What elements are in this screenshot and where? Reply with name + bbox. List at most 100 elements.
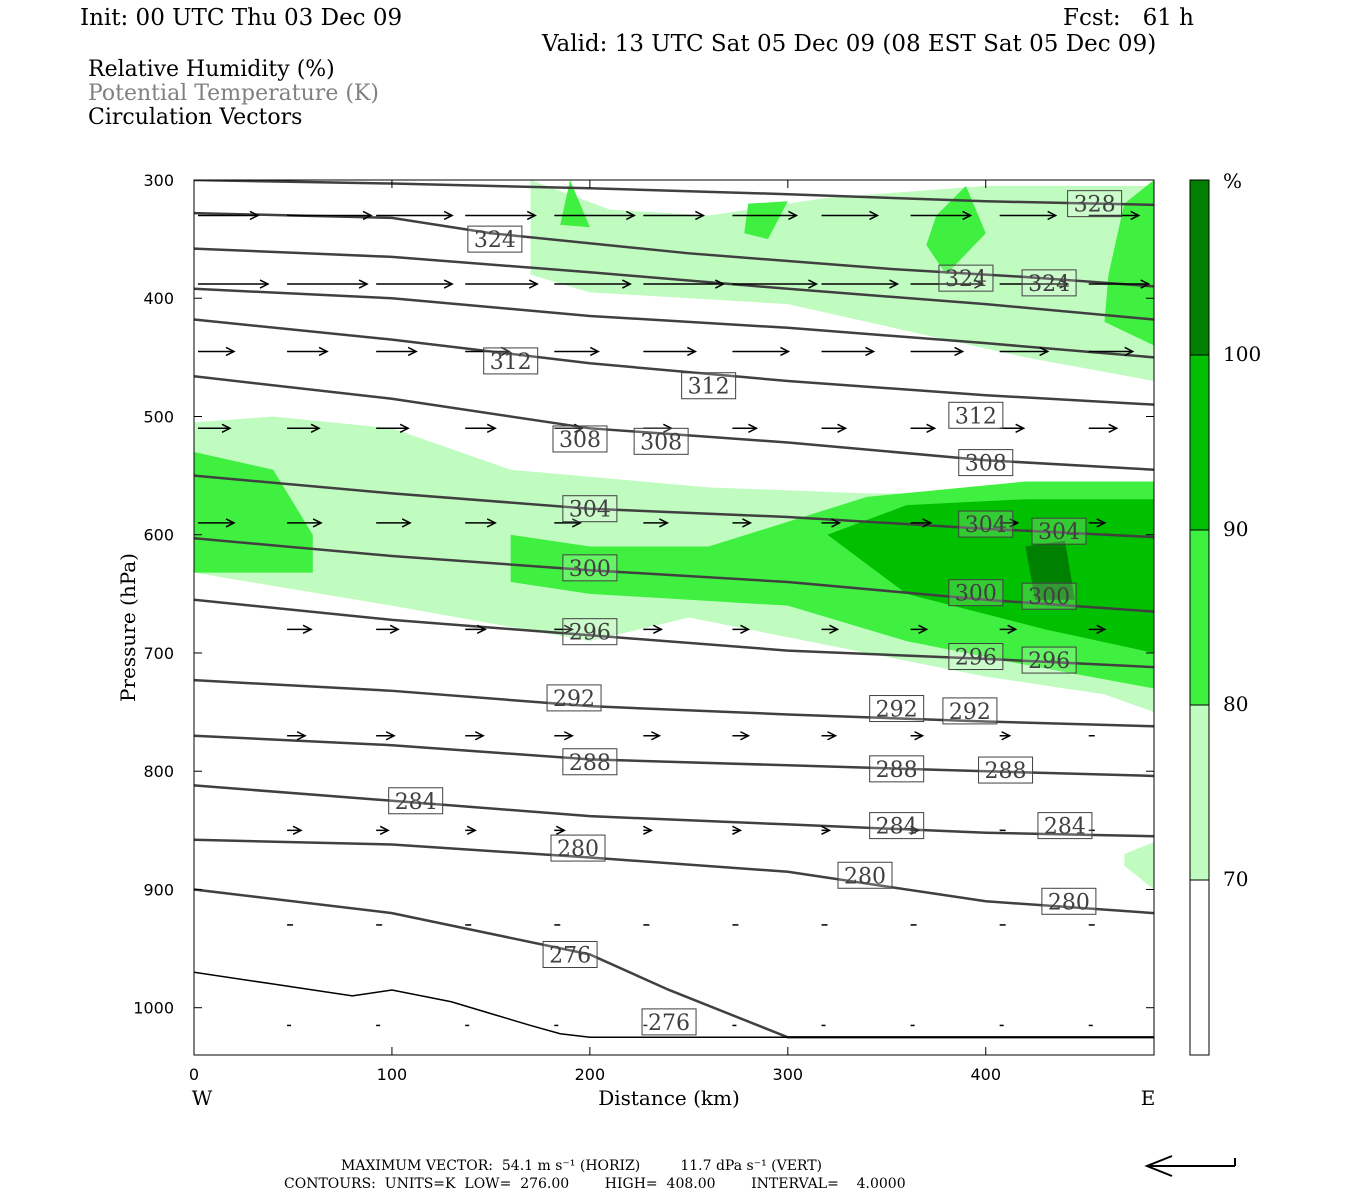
vector-head [526, 210, 537, 221]
circulation-vector [287, 731, 307, 741]
circulation-vector [732, 825, 743, 836]
circulation-vector [821, 731, 838, 741]
vector-head [748, 423, 759, 433]
vector-head [827, 731, 838, 741]
vector-head [486, 423, 497, 433]
contour-label-text: 280 [1048, 890, 1090, 915]
x-axis-label: Distance (km) [598, 1086, 740, 1110]
circulation-vector [910, 518, 933, 528]
vector-head [651, 731, 662, 741]
y-tick-label: 300 [143, 171, 174, 190]
circulation-vector [465, 423, 497, 433]
circulation-vector [376, 346, 418, 357]
contour-label-text: 300 [955, 582, 997, 607]
circulation-vector [821, 279, 900, 289]
x-axis-east-label: E [1141, 1086, 1156, 1110]
circulation-vector [1088, 210, 1141, 221]
contour-label-box [942, 697, 998, 725]
vector-head [740, 624, 751, 634]
circulation-vector [465, 624, 487, 634]
vector-head [555, 825, 566, 836]
circulation-vector [732, 423, 759, 433]
theta-contour-292 [194, 678, 1154, 728]
contour-label-text: 284 [876, 815, 918, 840]
contour-label-312: 312 [681, 372, 737, 400]
circulation-vector [554, 346, 600, 357]
y-axis-label: Pressure (hPa) [116, 553, 140, 702]
contour-label-text: 276 [648, 1011, 690, 1036]
colorbar-label: 100 [1223, 342, 1261, 366]
circulation-vector [1088, 346, 1135, 357]
legend-circulation-vectors: Circulation Vectors [88, 105, 303, 130]
colorbar-segment [1189, 529, 1210, 706]
contour-label-box [869, 695, 925, 723]
contour-label-text: 324 [945, 267, 987, 292]
contour-label-text: 296 [1028, 649, 1070, 674]
contour-label-text: 284 [395, 790, 437, 815]
vector-head [831, 518, 842, 528]
circulation-vector [910, 423, 937, 433]
contour-label-box [546, 684, 602, 712]
circulation-vector [643, 210, 706, 221]
vector-head [1047, 210, 1058, 221]
contour-label-box [388, 787, 444, 815]
vector-head [571, 518, 582, 528]
contour-label-text: 304 [569, 498, 611, 523]
contour-label-296: 296 [948, 643, 1004, 671]
axes: 0 100 200 300 400 300 400 500 600 700 800 900 1000 Di… [116, 171, 1155, 1110]
circulation-vector [643, 346, 698, 357]
contour-label-308: 308 [552, 425, 608, 453]
vector-head [1007, 624, 1018, 634]
contour-label-324: 324 [938, 264, 994, 292]
contour-label-box [958, 510, 1014, 538]
vector-head [563, 624, 574, 634]
vector-head [318, 346, 329, 357]
vector-head [589, 346, 600, 357]
circulation-vector [287, 279, 369, 289]
contour-label-280: 280 [550, 834, 606, 862]
theta-contour-320 [194, 247, 1154, 321]
contour-label-text: 324 [474, 228, 516, 253]
vector-head [296, 731, 307, 741]
vector-head [621, 279, 632, 289]
contour-label-280: 280 [837, 861, 893, 889]
vector-head [837, 423, 848, 433]
circulation-vector [376, 624, 400, 634]
circulation-vectors [198, 210, 1151, 1027]
contour-label-box [1021, 269, 1077, 297]
colorbar-label: 90 [1223, 517, 1248, 541]
vector-head [910, 825, 921, 836]
vector-head [563, 731, 574, 741]
circulation-vector [732, 731, 751, 741]
circulation-vector [643, 279, 726, 289]
vector-head [500, 346, 511, 357]
circulation-vector [910, 346, 965, 357]
circulation-vector [465, 731, 485, 741]
theta-contour-308 [194, 375, 1154, 471]
vector-head [310, 423, 321, 433]
circulation-vector [554, 279, 632, 289]
rh-region-100 [1025, 540, 1075, 600]
circulation-vector [465, 825, 477, 836]
circulation-vector [287, 624, 313, 634]
contour-label-text: 328 [1074, 193, 1116, 218]
contour-label-text: 280 [557, 837, 599, 862]
vector-head [962, 210, 973, 221]
vector-head [385, 731, 396, 741]
theta-contour-280 [194, 838, 1154, 915]
plot-frame [193, 179, 1155, 1056]
vector-head [225, 518, 236, 528]
contour-label-text: 276 [549, 943, 591, 968]
terrain-surface [194, 971, 1154, 1039]
vector-head [474, 731, 485, 741]
theta-contour-284 [194, 784, 1154, 838]
contour-label-box [562, 495, 618, 523]
x-tick-label: 400 [970, 1065, 1001, 1084]
contour-label-box [938, 264, 994, 292]
contour-label-text: 284 [1044, 815, 1086, 840]
circulation-vector [732, 624, 751, 634]
vector-head [974, 279, 985, 289]
vector-head [528, 279, 539, 289]
circulation-vector [732, 518, 753, 528]
colorbar-segment [1189, 354, 1210, 531]
